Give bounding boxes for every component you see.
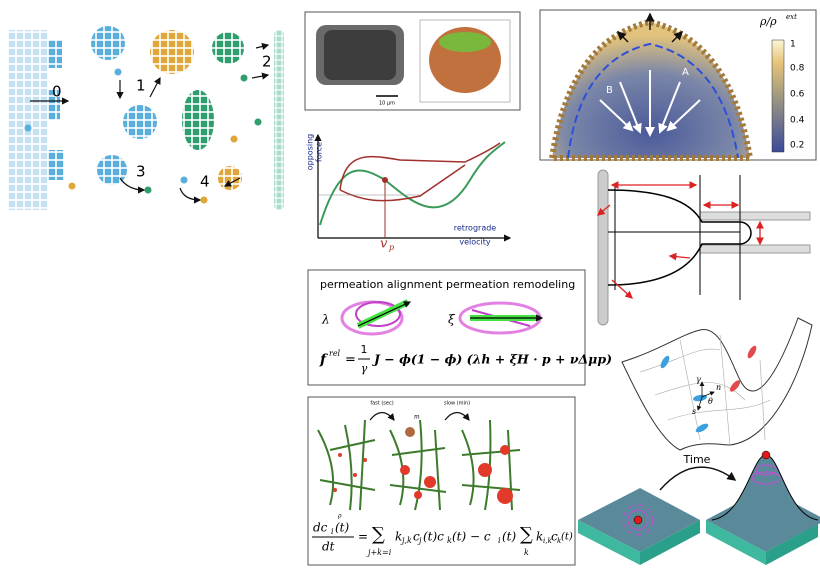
formula: k [447, 536, 452, 545]
formula: dt [322, 540, 335, 554]
formula: i [331, 527, 334, 536]
label: θ [708, 397, 713, 406]
annotation: ρ [337, 513, 342, 520]
label: γ [696, 375, 701, 384]
formula: k [524, 548, 529, 557]
annotation: fast (sec) [370, 401, 393, 407]
formula: = [345, 353, 356, 368]
coagulation-panel: fast (sec) slow (min) m ρ dc i (t) dt = … [307, 396, 576, 566]
colorbar-title-sup: ext [786, 13, 797, 21]
formula: (t) [335, 521, 350, 535]
formula: k [395, 530, 402, 544]
formula: J − ϕ(1 − ϕ) (λh + ξH · p + νΔμp) [372, 352, 612, 367]
formula: γ [361, 362, 368, 375]
formula: i,k [543, 537, 552, 545]
colorbar-title: ρ/ρ [759, 15, 777, 28]
point-label: A [682, 67, 689, 78]
colorbar-tick: 0.4 [790, 116, 805, 126]
subtitle: permeation alignment [320, 278, 443, 291]
scale-bar-label: 10 μm [379, 101, 395, 107]
label: 0 [52, 83, 62, 101]
symbol: ξ [448, 313, 456, 327]
y-label: opposing [306, 134, 315, 170]
formula: f [319, 352, 329, 368]
formula: c [413, 530, 420, 544]
surface-panel: γ n θ s [621, 317, 813, 451]
label: 2 [262, 53, 272, 71]
annotation: slow (min) [444, 401, 470, 407]
geometry-panel [597, 169, 811, 326]
formula: 1 [361, 343, 368, 356]
label: s [692, 407, 696, 416]
x-label: velocity [459, 238, 491, 247]
colorbar-tick: 0.2 [790, 141, 804, 151]
label: 4 [200, 173, 210, 191]
imaging-panel: 10 μm [304, 11, 521, 111]
formula: dc [313, 521, 328, 535]
density-panel: A B ρ/ρ ext 1 0.8 0.6 0.4 0.2 [539, 9, 817, 161]
formula: (t) − c [452, 530, 491, 544]
annotation: m [414, 414, 420, 421]
colorbar-tick: 0.8 [790, 64, 805, 74]
label: 1 [136, 77, 146, 95]
label: 3 [136, 163, 146, 181]
y-label: force [315, 142, 324, 162]
formula: k [557, 537, 561, 545]
colorbar-tick: 1 [790, 40, 796, 50]
label: Time [683, 453, 711, 466]
formula: j,k [400, 536, 412, 545]
point-label: B [606, 85, 613, 96]
label: n [716, 383, 721, 392]
permeation-panel: permeation alignment permeation remodeli… [307, 269, 612, 386]
x-label: retrograde [454, 224, 497, 233]
marker-label: v [380, 237, 388, 252]
subtitle: permeation remodeling [446, 278, 575, 291]
force-panel: opposing force retrograde velocity v p [306, 134, 512, 252]
formula: k [536, 530, 543, 544]
formula: rel [329, 349, 341, 358]
marker-label-sub: p [389, 243, 394, 252]
formula: ∑ [520, 524, 533, 545]
formula: j+k=i [366, 548, 392, 557]
formula: (t)c [423, 530, 444, 544]
formula: (t) [561, 532, 573, 543]
formula: (t) [502, 530, 517, 544]
formula: c [551, 530, 558, 544]
formula: = [358, 530, 368, 544]
symbol: λ [321, 313, 330, 327]
aggregation-panel: 0 1 2 3 4 [8, 26, 284, 210]
colorbar-tick: 0.6 [790, 90, 805, 100]
formula: ∑ [372, 524, 385, 545]
formula: i [498, 536, 501, 545]
time-panel: Time [578, 450, 820, 565]
formula: j [417, 536, 422, 545]
